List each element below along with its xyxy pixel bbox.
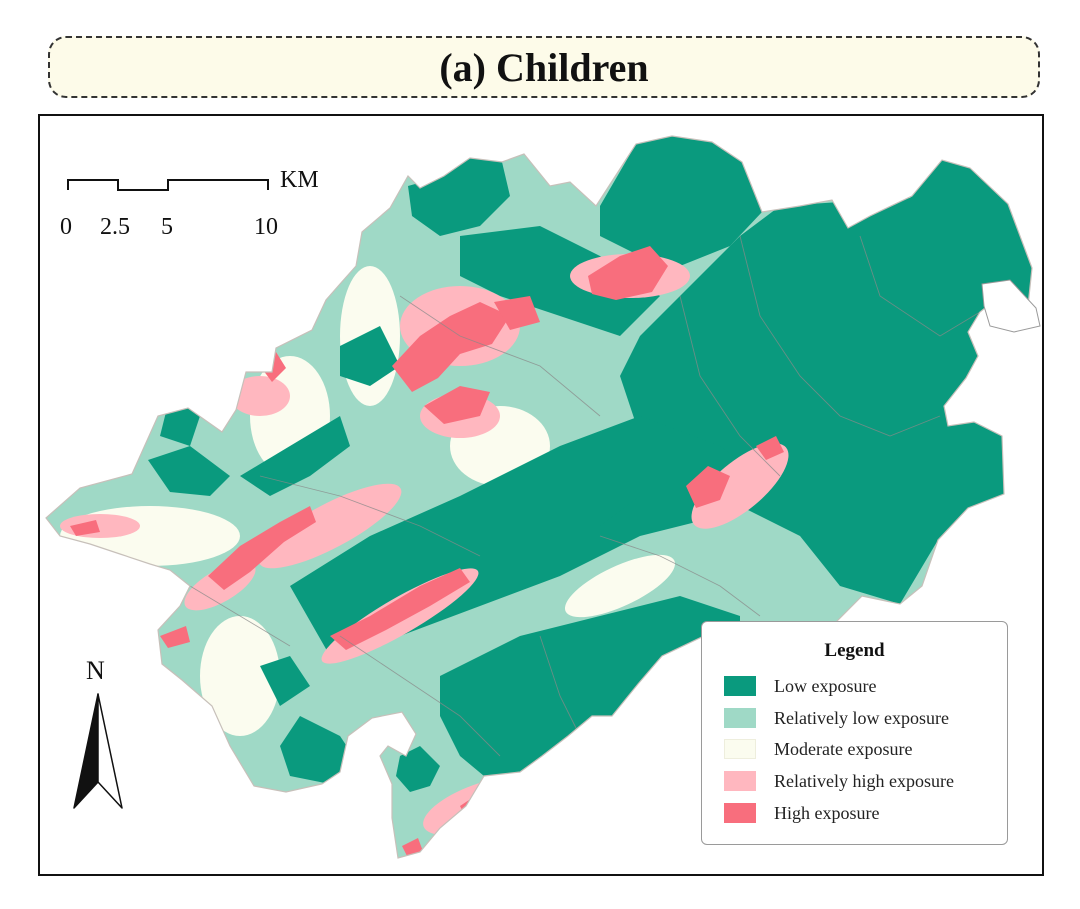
scale-tick-2-5: 2.5 <box>100 214 130 240</box>
legend-item-relatively-low: Relatively low exposure <box>724 706 949 730</box>
legend-swatch-low <box>724 676 756 696</box>
legend-swatch-moderate <box>724 739 756 759</box>
title-banner: (a) Children <box>48 36 1040 98</box>
north-arrow-icon <box>73 693 123 809</box>
exposure-map <box>45 135 1041 859</box>
map-title: (a) Children <box>439 44 649 90</box>
legend-item-moderate: Moderate exposure <box>724 737 912 761</box>
legend-swatch-relatively-high <box>724 771 756 791</box>
legend-item-relatively-high: Relatively high exposure <box>724 769 954 793</box>
legend: Legend Low exposure Relatively low expos… <box>701 621 1008 845</box>
legend-label-high: High exposure <box>774 802 880 823</box>
scale-bar <box>67 179 269 191</box>
legend-item-high: High exposure <box>724 801 879 825</box>
legend-label-moderate: Moderate exposure <box>774 738 913 759</box>
legend-label-relatively-low: Relatively low exposure <box>774 707 949 728</box>
scale-tick-0: 0 <box>60 214 72 240</box>
legend-title: Legend <box>824 640 885 661</box>
scale-unit: KM <box>280 167 319 193</box>
legend-swatch-high <box>724 803 756 823</box>
north-label: N <box>86 656 105 685</box>
legend-label-relatively-high: Relatively high exposure <box>774 770 954 791</box>
legend-item-low: Low exposure <box>724 674 876 698</box>
legend-swatch-relatively-low <box>724 708 756 728</box>
legend-label-low: Low exposure <box>774 675 877 696</box>
scale-tick-5: 5 <box>161 214 173 240</box>
scale-tick-10: 10 <box>254 214 278 240</box>
